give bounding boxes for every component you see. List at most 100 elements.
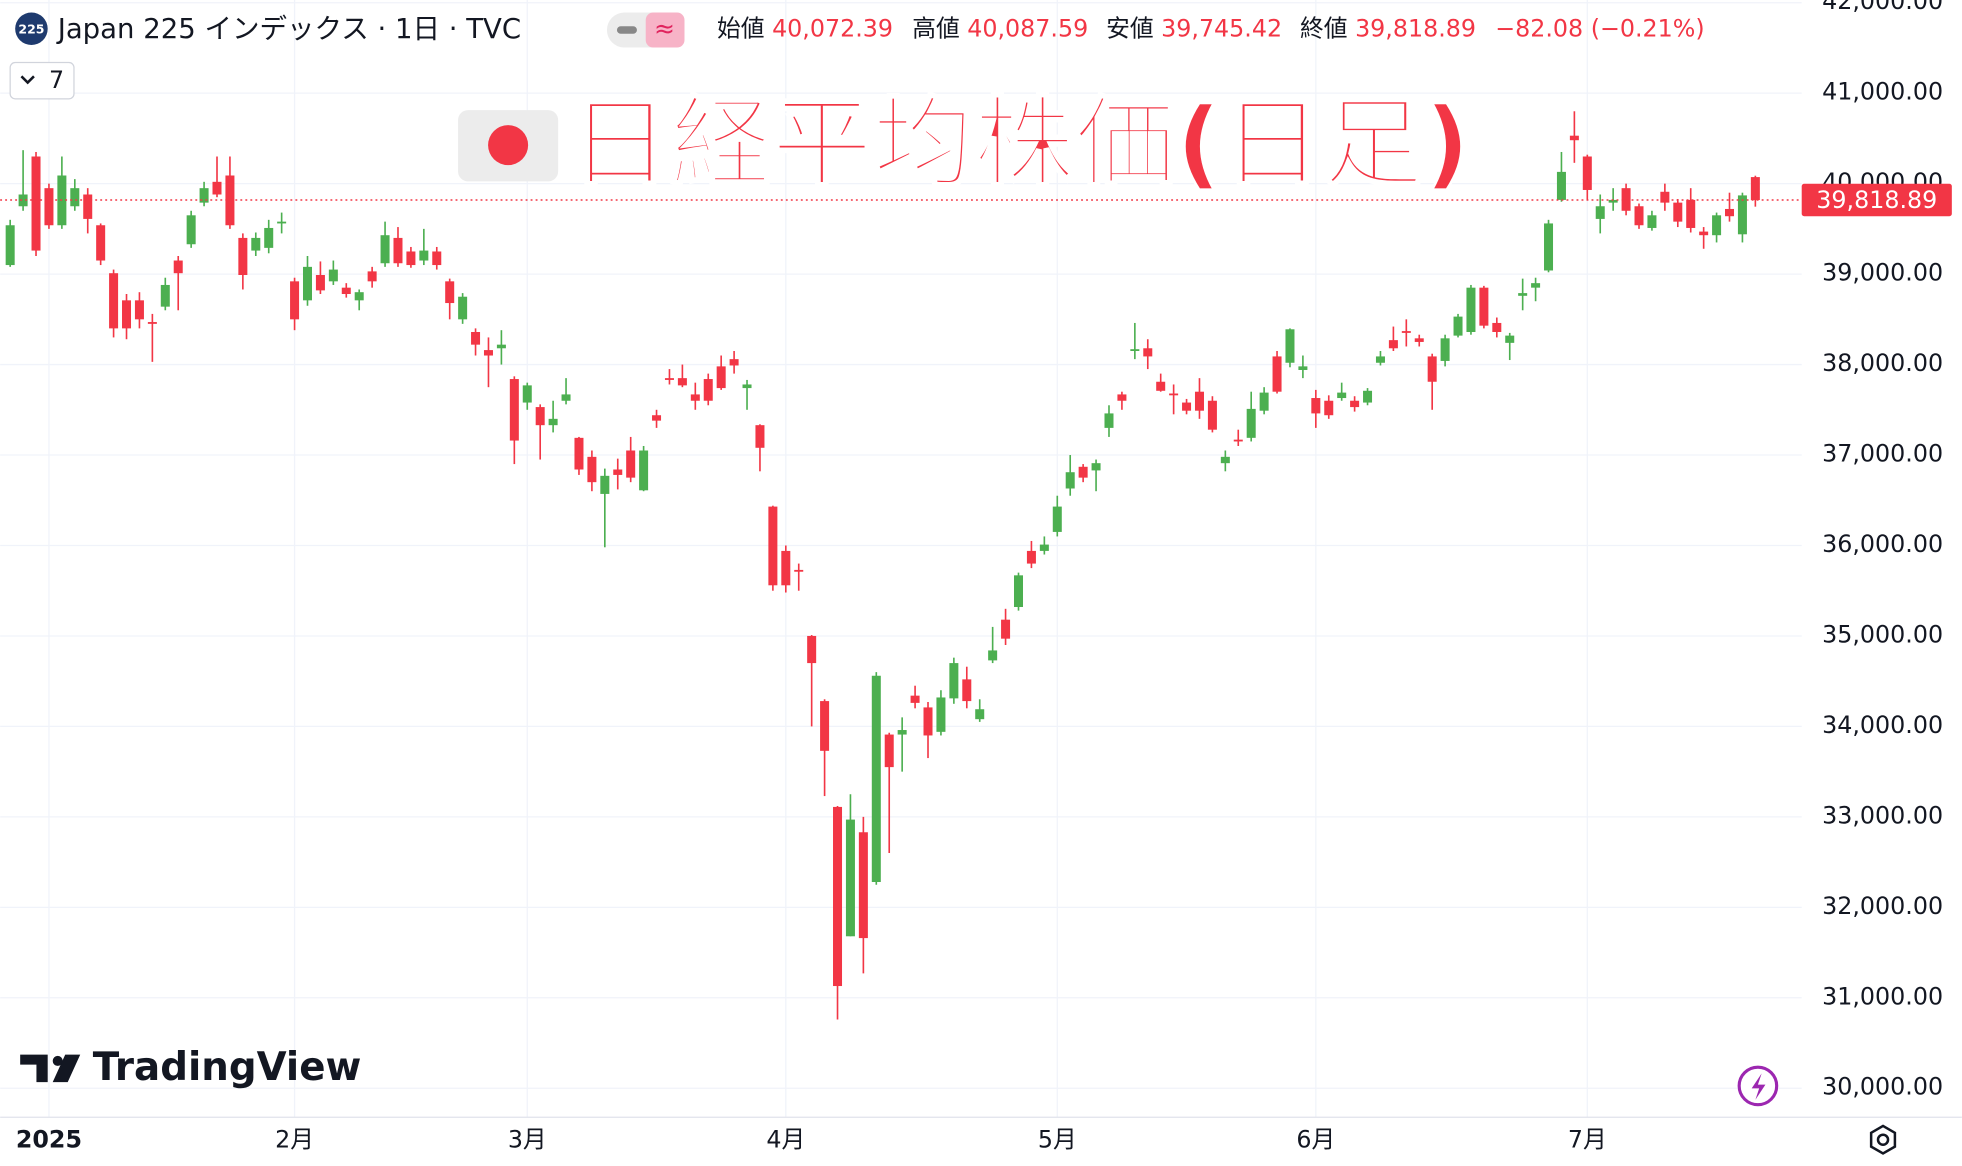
candle-body [83,194,93,219]
candle-body [626,450,636,478]
candle-body [884,734,894,768]
candle-body [858,832,868,939]
candle-body [406,251,416,266]
candle-body [690,394,700,401]
candle-body [31,156,41,251]
candle-body [1052,506,1062,532]
candle-body [160,284,170,307]
candle-body [1065,472,1075,489]
candle-body [315,275,325,291]
candle-body [134,300,144,320]
x-tick-label: 4月 [766,1125,805,1153]
candle-body [949,663,959,699]
candle-body [910,695,920,703]
candle-body [1104,413,1114,428]
lightning-icon [1751,1073,1766,1100]
candle-body [432,251,442,266]
candle-body [561,394,571,401]
candle-body [1272,356,1282,392]
candle-body [1207,400,1217,430]
candle-body [1492,322,1502,332]
candle-body [419,250,429,261]
open-label: 始値 [717,15,765,43]
settings-button[interactable] [1869,1124,1897,1155]
candle-body [147,322,157,324]
candle-body [483,350,493,356]
candle-body [845,819,855,937]
candle-body [794,569,804,572]
interval-count: 7 [49,66,64,94]
candle-body [1311,398,1321,414]
candle-body [251,237,261,251]
candle-body [1259,392,1269,411]
candle-body [1078,466,1088,478]
candle-body [871,675,881,883]
y-tick-label: 37,000.00 [1822,440,1943,468]
close-label: 終値 [1300,15,1348,43]
candle-body [522,385,532,403]
candle-body [290,281,300,320]
candle-body [768,506,778,586]
candle-body [238,237,248,276]
candle-body [1569,135,1579,141]
candle-body [1595,206,1605,219]
symbol-title[interactable]: Japan 225 インデックス · 1日 · TVC [56,13,521,45]
candle-body [1091,463,1101,471]
y-tick-label: 42,000.00 [1822,0,1943,15]
candle-body [781,550,791,586]
candle-body [341,287,351,295]
candle-body [302,266,312,301]
candle-body [496,344,506,349]
price-label-box [1801,183,1952,217]
candle-body [354,292,364,301]
y-tick-label: 30,000.00 [1822,1073,1943,1101]
candle-body [1608,199,1618,203]
candle-body [600,475,610,494]
close-value: 39,818.89 [1355,15,1476,43]
candle-body [833,806,843,987]
candle-body [1233,439,1243,442]
candle-body [535,407,545,426]
brand-dot [52,1055,63,1066]
candle-body [1750,177,1760,201]
candle-body [1479,287,1489,326]
y-tick-label: 41,000.00 [1822,78,1943,106]
candle-body [277,221,287,224]
x-tick-label: 2月 [275,1125,314,1153]
candle-body [1647,215,1657,228]
candle-body [1246,408,1256,438]
y-tick-label: 32,000.00 [1822,892,1943,920]
candle-body [393,237,403,264]
price-label: 39,818.89 [1816,186,1937,214]
interval-dropdown[interactable] [9,61,75,100]
candle-body [1375,356,1385,363]
candle-body [1505,335,1515,343]
high-label: 高値 [912,15,960,43]
candle-body [1440,338,1450,361]
candle-body [716,366,726,389]
high-value: 40,087.59 [967,15,1088,43]
candle-body [122,300,132,329]
candle-body [1182,402,1192,411]
brand-name[interactable]: TradingView [93,1045,362,1090]
candle-body [1737,195,1747,235]
candle-body [1156,381,1166,391]
candle-body [1363,390,1373,403]
candle-body [1544,223,1554,271]
candle-body [548,418,558,426]
y-tick-label: 36,000.00 [1822,530,1943,558]
candle-body [264,227,274,248]
candle-body [613,469,623,475]
candle-body [703,379,713,401]
candle-body [471,331,481,345]
candle-body [897,730,907,735]
status-approx: ≈ [654,14,675,43]
candle-body [1388,340,1398,349]
low-label: 安値 [1106,15,1154,43]
status-dash [616,26,637,34]
y-tick-label: 38,000.00 [1822,349,1943,377]
settings-hex [1869,1124,1897,1155]
candle-body [755,425,765,448]
brand-mark [20,1054,81,1083]
